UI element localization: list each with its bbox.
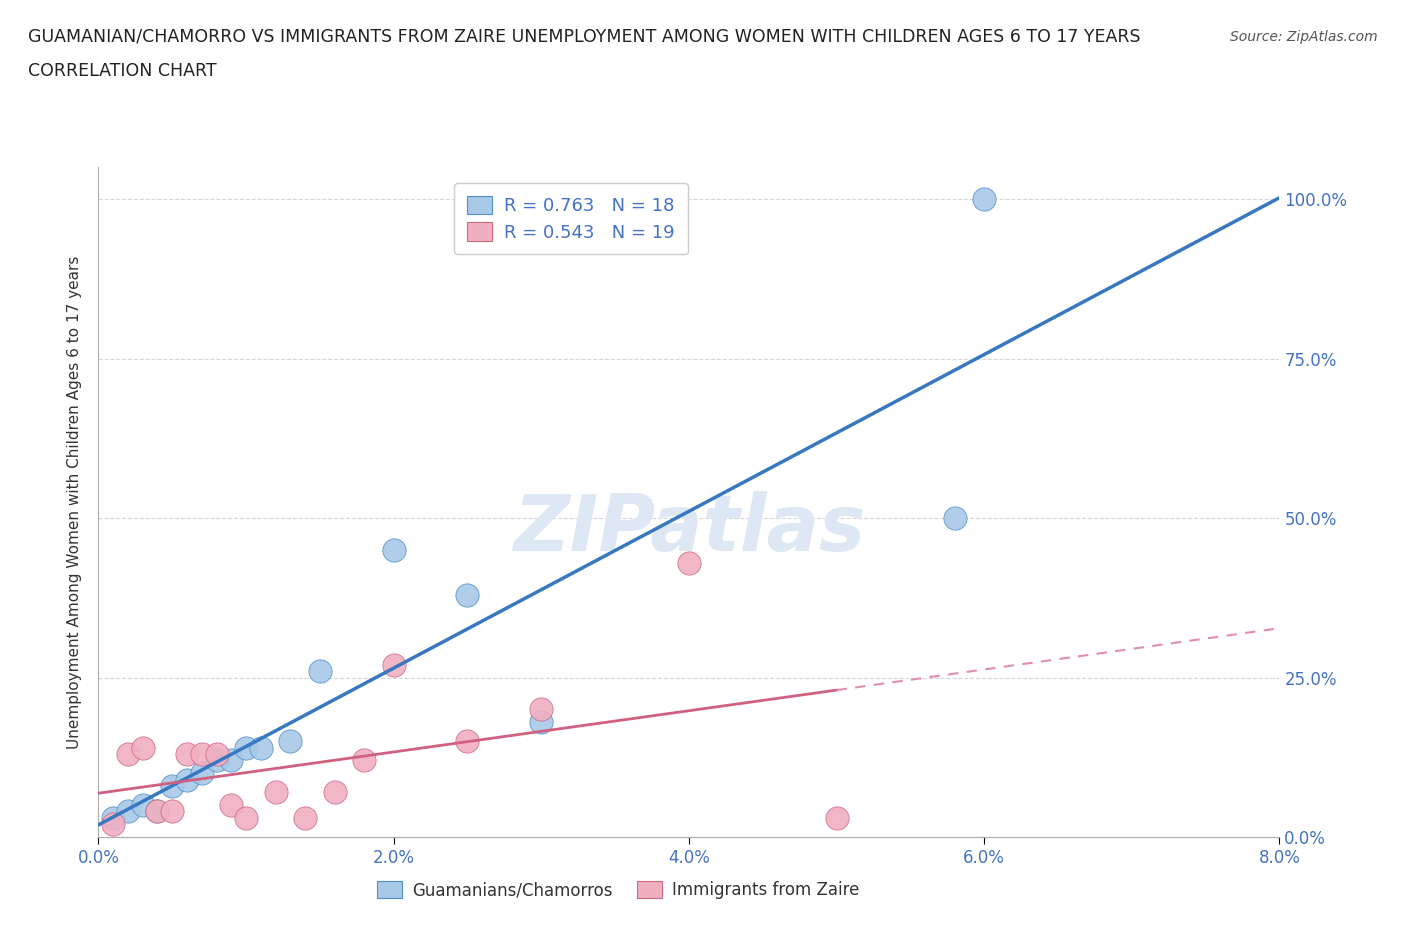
Point: [205, 747, 228, 762]
Point: [162, 778, 183, 793]
Point: [235, 740, 257, 755]
Point: [176, 772, 198, 787]
Point: [162, 804, 183, 819]
Point: [825, 810, 848, 825]
Point: [308, 664, 332, 679]
Y-axis label: Unemployment Among Women with Children Ages 6 to 17 years: Unemployment Among Women with Children A…: [67, 256, 83, 749]
Point: [382, 658, 405, 672]
Text: CORRELATION CHART: CORRELATION CHART: [28, 62, 217, 80]
Text: Source: ZipAtlas.com: Source: ZipAtlas.com: [1230, 30, 1378, 44]
Point: [973, 192, 995, 206]
Point: [353, 753, 375, 768]
Point: [103, 817, 125, 831]
Point: [146, 804, 169, 819]
Point: [530, 715, 553, 730]
Point: [132, 798, 155, 813]
Point: [294, 810, 316, 825]
Point: [250, 740, 273, 755]
Point: [530, 702, 553, 717]
Point: [235, 810, 257, 825]
Point: [117, 804, 139, 819]
Point: [205, 753, 228, 768]
Legend: Guamanians/Chamorros, Immigrants from Zaire: Guamanians/Chamorros, Immigrants from Za…: [370, 874, 866, 906]
Point: [264, 785, 287, 800]
Point: [146, 804, 169, 819]
Point: [176, 747, 198, 762]
Point: [117, 747, 139, 762]
Point: [323, 785, 346, 800]
Point: [219, 798, 242, 813]
Point: [456, 587, 478, 602]
Text: ZIPatlas: ZIPatlas: [513, 491, 865, 567]
Point: [278, 734, 302, 749]
Point: [191, 747, 214, 762]
Point: [456, 734, 478, 749]
Point: [103, 810, 125, 825]
Point: [678, 555, 700, 570]
Text: GUAMANIAN/CHAMORRO VS IMMIGRANTS FROM ZAIRE UNEMPLOYMENT AMONG WOMEN WITH CHILDR: GUAMANIAN/CHAMORRO VS IMMIGRANTS FROM ZA…: [28, 28, 1140, 46]
Point: [382, 542, 405, 557]
Point: [191, 765, 214, 780]
Point: [219, 753, 242, 768]
Point: [943, 511, 966, 525]
Point: [132, 740, 155, 755]
